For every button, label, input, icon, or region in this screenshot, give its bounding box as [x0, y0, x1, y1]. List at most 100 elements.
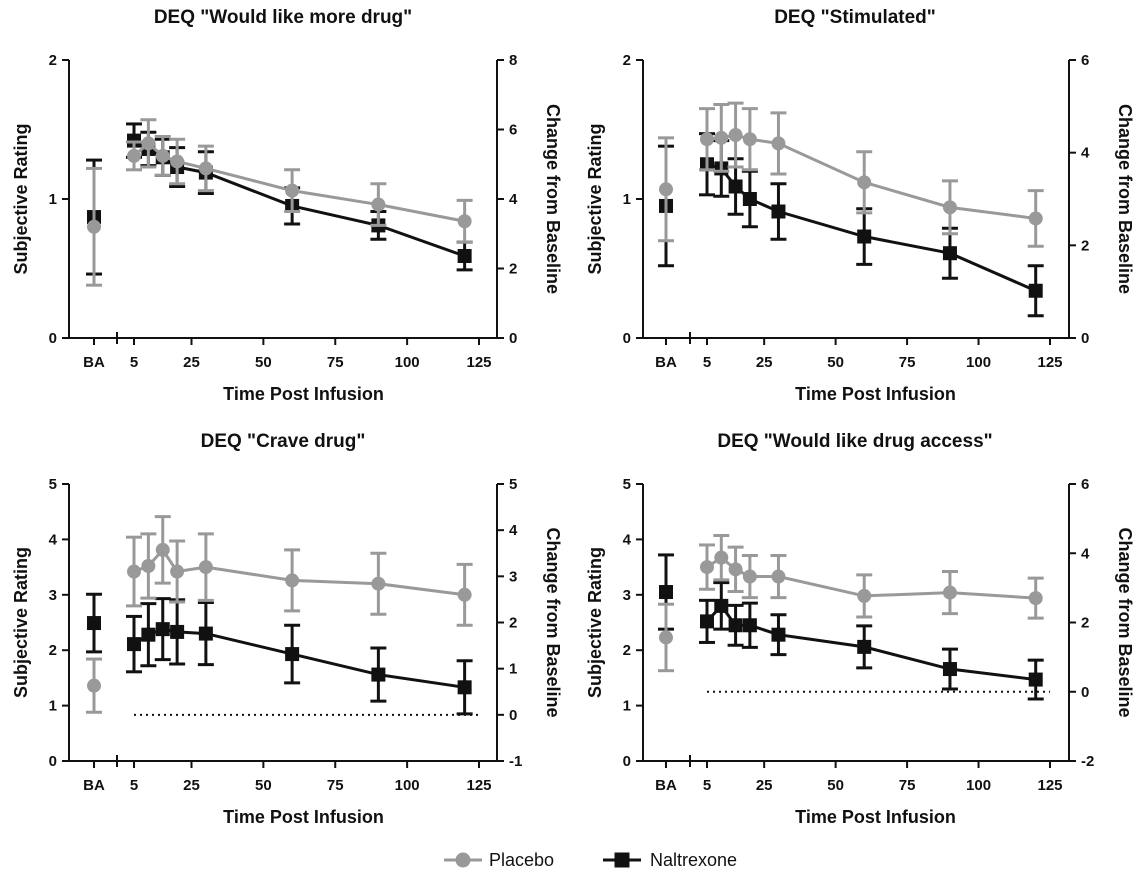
- left-y-tick-label: 4: [623, 531, 632, 548]
- legend-placebo-label: Placebo: [489, 850, 554, 870]
- data-point-placebo: [141, 136, 156, 151]
- series-naltrexone: [86, 592, 473, 716]
- data-point-placebo: [771, 136, 786, 151]
- data-point-placebo: [155, 542, 170, 557]
- data-point-placebo: [127, 564, 141, 579]
- data-point-placebo: [87, 219, 101, 234]
- right-y-tick-label: 2: [509, 261, 517, 278]
- data-point-placebo: [728, 128, 743, 143]
- data-point-placebo: [942, 200, 957, 215]
- x-tick-label: 50: [827, 777, 844, 794]
- x-tick-label: 125: [466, 354, 491, 371]
- left-y-axis-label: Subjective Rating: [585, 123, 605, 274]
- panels: DEQ "Would like more drug" 0 1 2 Subjective …: [11, 7, 1134, 827]
- data-point-placebo: [700, 132, 714, 147]
- data-point-naltrexone: [857, 639, 872, 654]
- right-y-tick-label: 4: [1081, 145, 1090, 162]
- data-point-naltrexone: [457, 248, 472, 263]
- left-y-axis-label: Subjective Rating: [585, 547, 605, 698]
- x-tick-label: 25: [756, 354, 773, 371]
- right-y-tick-label: 2: [509, 615, 517, 632]
- data-point-placebo: [371, 576, 386, 591]
- series-naltrexone: [658, 553, 1044, 701]
- legend: Placebo Naltrexone: [444, 850, 737, 870]
- data-point-placebo: [141, 558, 156, 573]
- x-axis-label: Time Post Infusion: [223, 807, 384, 827]
- x-axis-label: Time Post Infusion: [795, 384, 956, 404]
- right-y-tick-label: 0: [509, 330, 517, 347]
- data-point-placebo: [457, 214, 472, 229]
- right-y-tick-label: 4: [509, 522, 518, 539]
- right-y-tick-label: 3: [509, 568, 517, 585]
- data-point-naltrexone: [714, 598, 729, 613]
- data-point-placebo: [285, 183, 300, 198]
- x-tick-label: 100: [395, 354, 420, 371]
- data-point-naltrexone: [771, 627, 786, 642]
- legend-placebo-marker: [455, 852, 471, 868]
- right-y-tick-label: 6: [1081, 52, 1089, 69]
- panel-title: DEQ "Would like more drug": [154, 7, 412, 28]
- data-point-naltrexone: [942, 246, 957, 261]
- data-point-placebo: [942, 585, 957, 600]
- left-y-axis-label: Subjective Rating: [11, 547, 31, 698]
- data-point-naltrexone: [700, 614, 714, 629]
- right-y-tick-label: 6: [509, 122, 517, 139]
- right-y-tick-label: 2: [1081, 615, 1089, 632]
- x-tick-label-baseline: BA: [655, 777, 677, 794]
- panel-title: DEQ "Would like drug access": [717, 431, 992, 452]
- series-naltrexone: [658, 132, 1044, 318]
- data-point-placebo: [127, 148, 141, 163]
- x-tick-label: 5: [130, 354, 138, 371]
- right-y-tick-label: 0: [1081, 684, 1089, 701]
- data-point-naltrexone: [942, 662, 957, 677]
- data-point-placebo: [285, 573, 300, 588]
- x-tick-label-baseline: BA: [83, 777, 105, 794]
- data-point-naltrexone: [127, 637, 141, 652]
- data-point-placebo: [728, 562, 743, 577]
- right-y-tick-label: 2: [1081, 237, 1089, 254]
- right-y-tick-label: 4: [509, 191, 518, 208]
- legend-naltrexone-marker: [614, 852, 630, 868]
- right-y-tick-label: -2: [1081, 753, 1094, 770]
- series-placebo: [658, 534, 1044, 673]
- x-tick-label: 100: [395, 777, 420, 794]
- data-point-naltrexone: [371, 667, 386, 682]
- right-y-tick-label: 1: [509, 661, 517, 678]
- left-y-tick-label: 1: [49, 191, 57, 208]
- x-tick-label: 25: [756, 777, 773, 794]
- data-point-placebo: [170, 564, 185, 579]
- data-point-placebo: [87, 678, 101, 693]
- right-y-axis-label: Change from Baseline: [543, 527, 563, 717]
- data-point-placebo: [1028, 591, 1043, 606]
- left-y-tick-label: 5: [623, 476, 631, 493]
- x-tick-label: 125: [1037, 777, 1062, 794]
- right-y-tick-label: 6: [1081, 476, 1089, 493]
- x-tick-label: 50: [255, 354, 272, 371]
- data-point-naltrexone: [285, 647, 300, 662]
- left-y-tick-label: 2: [49, 52, 57, 69]
- panel-2: DEQ "Stimulated" 0 1 2 Subjective Rating 0 2 4 6…: [585, 7, 1134, 404]
- data-point-placebo: [714, 550, 729, 565]
- right-y-tick-label: 5: [509, 476, 517, 493]
- data-point-placebo: [771, 569, 786, 584]
- data-point-placebo: [659, 630, 673, 645]
- left-y-tick-label: 2: [49, 642, 57, 659]
- right-y-tick-label: 0: [1081, 330, 1089, 347]
- x-tick-label: 100: [966, 354, 991, 371]
- panel-3: DEQ "Crave drug" 0 1 2 3 4 5 Subjective Rating -…: [11, 431, 563, 827]
- x-tick-label: 25: [183, 354, 200, 371]
- left-y-axis-label: Subjective Rating: [11, 123, 31, 274]
- legend-item-placebo: Placebo: [444, 850, 554, 870]
- panel-title: DEQ "Crave drug": [201, 431, 366, 452]
- left-y-tick-label: 0: [49, 753, 57, 770]
- legend-naltrexone-label: Naltrexone: [650, 850, 737, 870]
- left-y-tick-label: 2: [623, 642, 631, 659]
- right-y-axis-label: Change from Baseline: [543, 104, 563, 294]
- data-point-placebo: [198, 560, 213, 575]
- data-point-naltrexone: [87, 616, 101, 631]
- right-y-axis-label: Change from Baseline: [1115, 104, 1134, 294]
- panel-4: DEQ "Would like drug access" 0 1 2 3 4 5 Subjec…: [585, 431, 1134, 827]
- data-point-naltrexone: [728, 618, 743, 633]
- data-point-placebo: [371, 197, 386, 212]
